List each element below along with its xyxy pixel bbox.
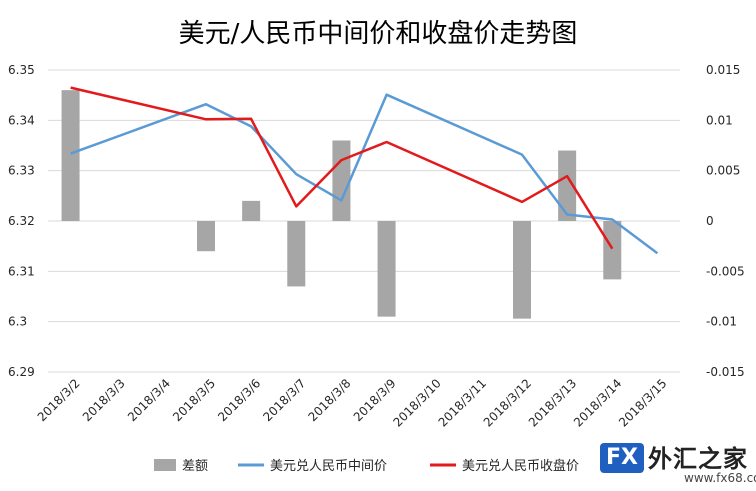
y-left-tick-label: 6.31 [8, 264, 35, 278]
bar-diff [377, 221, 396, 317]
line-close-rate [70, 86, 614, 250]
x-tick-label: 2018/3/6 [215, 376, 263, 424]
bar-diff [603, 221, 622, 280]
x-tick-label: 2018/3/8 [306, 376, 354, 424]
y-right-tick-label: -0.005 [706, 264, 745, 278]
fx-badge: FX [600, 443, 644, 473]
y-left-tick-label: 6.32 [8, 214, 35, 228]
line-mid-rate [70, 93, 659, 255]
bar-diff [242, 200, 261, 221]
legend-swatch-bar [154, 459, 176, 471]
fx68-logo: FX 外汇之家 www.fx68.com [600, 437, 756, 487]
x-tick-label: 2018/3/7 [260, 376, 308, 424]
y-right-tick-label: -0.01 [706, 315, 737, 329]
legend-label-bar: 差额 [182, 459, 208, 474]
y-right-tick-label: -0.015 [706, 365, 745, 379]
x-tick-label: 2018/3/15 [616, 376, 669, 429]
bar-diff [513, 221, 531, 319]
x-tick-label: 2018/3/4 [125, 376, 173, 424]
bar-diff [558, 150, 577, 221]
bar-diff [61, 90, 80, 221]
y-right-tick-label: 0 [706, 214, 714, 228]
chart-title: 美元/人民币中间价和收盘价走势图 [179, 19, 578, 49]
bar-diff [332, 140, 351, 221]
bar-diff [197, 221, 215, 252]
y-right-tick-label: 0.005 [706, 164, 740, 178]
y-right-tick-label: 0.015 [706, 63, 740, 77]
x-tick-label: 2018/3/9 [351, 376, 399, 424]
x-tick-label: 2018/3/14 [571, 376, 624, 429]
x-tick-label: 2018/3/3 [80, 376, 128, 424]
x-tick-label: 2018/3/13 [526, 376, 579, 429]
y-left-tick-label: 6.33 [8, 164, 35, 178]
x-tick-label: 2018/3/12 [481, 376, 534, 429]
y-right-tick-label: 0.01 [706, 113, 733, 127]
legend-label-close: 美元兑人民币收盘价 [462, 458, 579, 474]
logo-name: 外汇之家 [648, 445, 748, 473]
y-left-tick-label: 6.34 [8, 113, 35, 127]
legend-label-mid: 美元兑人民币中间价 [270, 459, 387, 474]
y-left-tick-label: 6.3 [8, 315, 27, 329]
x-tick-label: 2018/3/10 [390, 376, 443, 429]
y-left-tick-label: 6.29 [8, 365, 35, 379]
x-tick-label: 2018/3/11 [436, 376, 489, 429]
bar-diff [287, 221, 306, 287]
logo-site: www.fx68.com [684, 471, 756, 485]
x-tick-label: 2018/3/5 [170, 376, 218, 424]
y-left-tick-label: 6.35 [8, 63, 35, 77]
x-tick-label: 2018/3/2 [35, 376, 83, 424]
